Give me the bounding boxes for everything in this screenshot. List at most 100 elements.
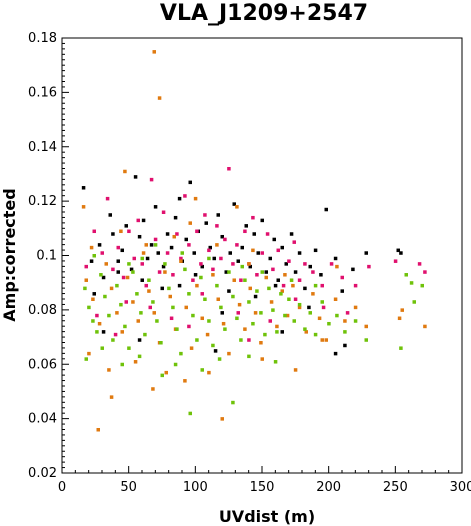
data-point: [239, 278, 243, 282]
data-point: [97, 243, 102, 247]
data-point: [160, 373, 164, 378]
data-point: [108, 213, 112, 217]
data-point: [140, 256, 144, 261]
data-point: [353, 305, 358, 310]
data-point: [136, 218, 140, 223]
data-point: [231, 294, 235, 299]
data-point: [84, 264, 88, 269]
data-point: [289, 232, 294, 236]
y-tick-label: 0.1: [36, 249, 57, 264]
data-point: [175, 232, 179, 236]
data-point: [92, 292, 96, 296]
data-point: [84, 357, 88, 361]
data-point: [333, 297, 338, 301]
data-point: [163, 262, 167, 266]
x-tick-label: 300: [450, 480, 471, 495]
data-point: [281, 283, 286, 288]
data-point: [179, 351, 183, 356]
data-point: [125, 275, 130, 280]
data-point: [200, 316, 204, 321]
y-tick-label: 0.18: [28, 31, 57, 46]
data-point: [157, 96, 162, 100]
data-point: [107, 368, 111, 372]
data-point: [109, 286, 114, 291]
data-point: [287, 297, 291, 301]
data-point: [243, 278, 247, 282]
data-point: [297, 251, 302, 255]
data-point: [111, 267, 115, 272]
data-point: [313, 248, 318, 253]
data-point: [87, 351, 91, 356]
data-point: [215, 243, 219, 247]
data-point: [223, 327, 227, 331]
data-point: [187, 292, 191, 296]
data-point: [163, 270, 167, 274]
data-point: [208, 245, 212, 250]
data-point: [353, 283, 358, 288]
data-point: [184, 237, 188, 242]
data-point: [364, 251, 368, 255]
data-point: [399, 251, 403, 255]
data-point: [95, 330, 99, 334]
data-point: [313, 332, 318, 337]
data-point: [308, 311, 312, 315]
data-point: [236, 311, 240, 315]
data-point: [412, 300, 416, 304]
data-point: [221, 321, 226, 326]
data-point: [236, 259, 240, 263]
data-point: [273, 283, 278, 288]
data-point: [420, 283, 424, 288]
data-point: [116, 245, 120, 250]
data-point: [252, 232, 256, 236]
data-point: [264, 270, 268, 274]
data-point: [183, 267, 187, 272]
data-point: [311, 270, 315, 274]
data-point: [227, 167, 231, 171]
data-point: [140, 278, 144, 282]
data-point: [399, 346, 403, 350]
data-point: [173, 215, 178, 220]
data-point: [264, 275, 268, 280]
data-point: [152, 50, 156, 54]
data-point: [260, 357, 264, 361]
x-tick-label: 50: [120, 480, 137, 495]
data-point: [123, 324, 127, 329]
data-point: [320, 283, 324, 288]
data-point: [115, 283, 119, 288]
data-point: [240, 264, 244, 269]
y-tick-label: 0.12: [28, 194, 57, 209]
data-point: [200, 368, 204, 372]
data-point: [260, 251, 264, 255]
data-point: [91, 297, 95, 301]
data-point: [324, 338, 328, 342]
data-point: [127, 346, 131, 350]
data-point: [151, 300, 155, 304]
data-point: [195, 229, 199, 234]
data-point: [101, 275, 106, 280]
data-point: [340, 289, 344, 293]
data-point: [95, 313, 99, 318]
data-point: [207, 256, 211, 261]
data-point: [119, 229, 123, 234]
data-point: [212, 256, 216, 261]
data-point: [284, 262, 288, 266]
data-point: [291, 283, 295, 288]
data-point: [265, 232, 270, 236]
data-point: [307, 305, 311, 310]
data-point: [321, 305, 326, 310]
data-point: [313, 283, 318, 288]
data-point: [329, 262, 334, 266]
data-point: [213, 349, 218, 353]
data-point: [324, 207, 328, 212]
data-point: [164, 370, 168, 375]
data-point: [200, 264, 204, 269]
data-point: [247, 338, 251, 342]
x-axis-label: UVdist (m): [219, 507, 315, 526]
data-point: [220, 234, 224, 239]
data-point: [253, 311, 258, 315]
data-point: [168, 294, 172, 299]
data-point: [203, 213, 207, 217]
data-point: [156, 251, 160, 255]
data-point: [129, 267, 134, 272]
